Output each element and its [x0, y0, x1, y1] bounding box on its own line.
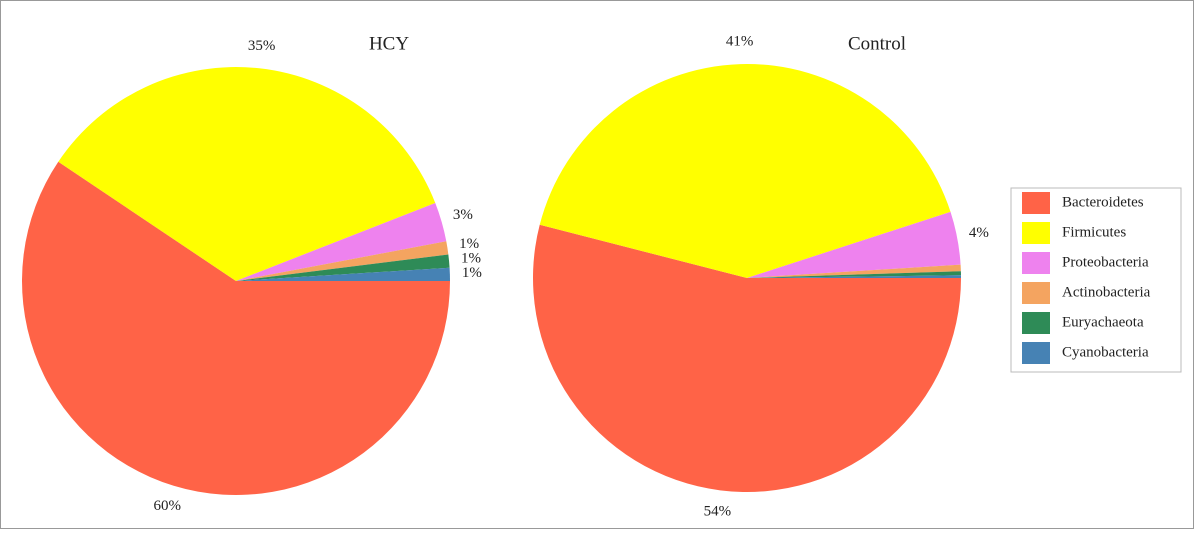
legend-label: Actinobacteria	[1062, 284, 1151, 300]
legend-swatch	[1022, 222, 1050, 244]
legend-swatch	[1022, 192, 1050, 214]
pie-slice	[236, 267, 450, 281]
data-label: 60%	[154, 498, 182, 514]
legend-swatch	[1022, 282, 1050, 304]
pie-slice	[236, 254, 450, 281]
legend-swatch	[1022, 252, 1050, 274]
data-label: 1%	[459, 236, 479, 252]
data-label: 1%	[461, 250, 481, 266]
pie-slice	[21, 161, 451, 496]
legend-label: Proteobacteria	[1062, 254, 1149, 270]
legend-swatch	[1022, 342, 1050, 364]
chart-title: HCY	[369, 33, 409, 54]
data-label: 35%	[248, 38, 276, 54]
pie-slice	[747, 271, 961, 278]
chart-title: Control	[848, 33, 906, 54]
data-label: 4%	[969, 225, 989, 241]
legend-label: Bacteroidetes	[1062, 194, 1144, 210]
pie-slice	[532, 224, 961, 493]
legend-label: Firmicutes	[1062, 224, 1126, 240]
legend-box	[1010, 187, 1182, 373]
data-label: 54%	[704, 504, 732, 520]
pie-slice	[747, 275, 961, 278]
pie-slice	[58, 67, 436, 281]
legend-swatch	[1022, 312, 1050, 334]
data-label: 1%	[462, 265, 482, 281]
pie-slice	[236, 241, 449, 281]
data-label: 3%	[453, 207, 473, 223]
pie-slice	[747, 211, 961, 278]
pie-slice	[236, 202, 447, 281]
pie-slice	[539, 63, 951, 278]
legend-label: Cyanobacteria	[1062, 344, 1149, 360]
legend-label: Euryachaeota	[1062, 314, 1144, 330]
data-label: 41%	[726, 34, 754, 50]
pie-slice	[747, 264, 961, 278]
